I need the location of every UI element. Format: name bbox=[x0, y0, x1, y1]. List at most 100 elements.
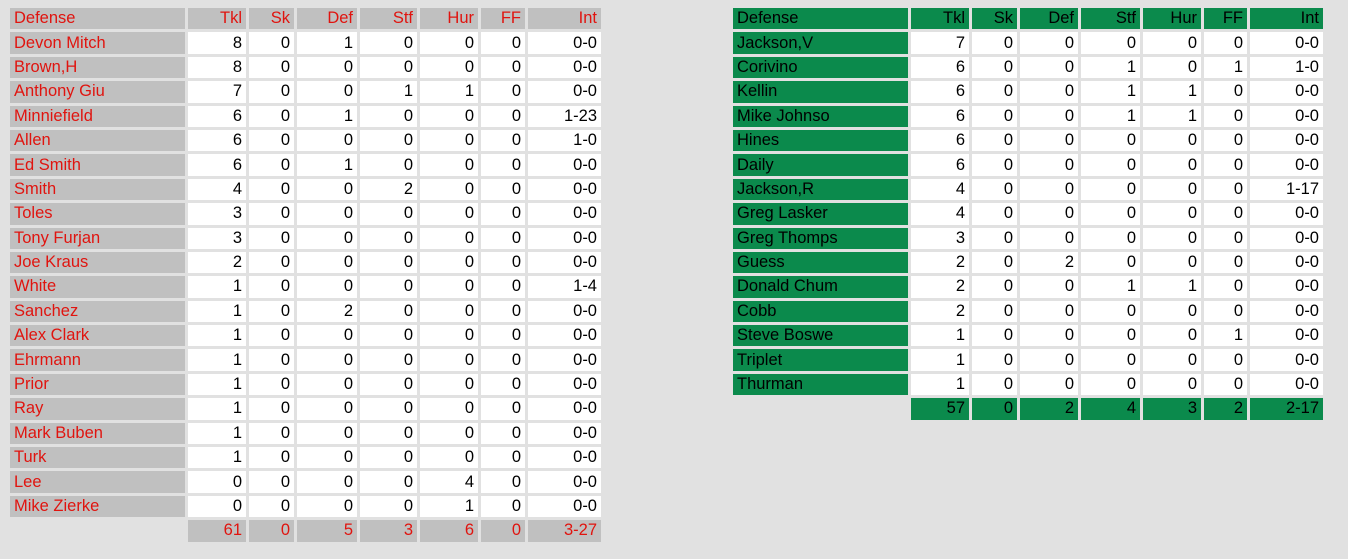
player-row: Sanchez 1 0 2 0 0 0 0-0 bbox=[10, 300, 601, 323]
stat-int: 0-0 bbox=[528, 398, 601, 420]
player-name: Joe Kraus bbox=[10, 251, 185, 274]
stat-ff: 1 bbox=[1204, 56, 1247, 79]
stat-sk: 0 bbox=[249, 227, 294, 249]
player-name: Devon Mitch bbox=[10, 32, 185, 54]
player-name: Corivino bbox=[733, 56, 908, 79]
stat-stf: 0 bbox=[360, 56, 417, 79]
column-header-ff: FF bbox=[481, 8, 525, 30]
stat-ff: 0 bbox=[481, 56, 525, 79]
stat-tkl: 1 bbox=[188, 422, 246, 445]
stat-int: 0-0 bbox=[1250, 251, 1323, 274]
total-ff: 0 bbox=[481, 520, 525, 542]
stat-hur: 0 bbox=[1143, 154, 1201, 176]
stat-int: 0-0 bbox=[528, 447, 601, 469]
player-row: Steve Boswe 1 0 0 0 0 1 0-0 bbox=[733, 325, 1323, 347]
player-name: White bbox=[10, 276, 185, 298]
stat-def: 0 bbox=[297, 325, 357, 347]
stat-tkl: 1 bbox=[188, 349, 246, 371]
player-name: Turk bbox=[10, 447, 185, 469]
stat-int: 1-0 bbox=[528, 129, 601, 152]
player-name: Brown,H bbox=[10, 56, 185, 79]
stat-stf: 0 bbox=[360, 300, 417, 323]
stat-tkl: 2 bbox=[911, 300, 969, 323]
stat-hur: 1 bbox=[1143, 81, 1201, 103]
player-row: Anthony Giu 7 0 0 1 1 0 0-0 bbox=[10, 81, 601, 103]
stat-stf: 0 bbox=[1081, 325, 1140, 347]
stat-ff: 0 bbox=[1204, 81, 1247, 103]
stat-sk: 0 bbox=[972, 300, 1017, 323]
stat-stf: 0 bbox=[1081, 203, 1140, 225]
player-row: Joe Kraus 2 0 0 0 0 0 0-0 bbox=[10, 251, 601, 274]
stat-ff: 0 bbox=[481, 276, 525, 298]
stat-def: 0 bbox=[297, 203, 357, 225]
stat-def: 0 bbox=[1020, 276, 1078, 298]
stat-hur: 0 bbox=[420, 178, 478, 201]
stat-def: 0 bbox=[297, 447, 357, 469]
stat-hur: 0 bbox=[420, 56, 478, 79]
total-def: 2 bbox=[1020, 398, 1078, 420]
stat-hur: 4 bbox=[420, 471, 478, 493]
stat-sk: 0 bbox=[972, 349, 1017, 371]
stat-sk: 0 bbox=[249, 349, 294, 371]
stat-stf: 0 bbox=[360, 251, 417, 274]
stat-def: 0 bbox=[297, 398, 357, 420]
stat-tkl: 3 bbox=[188, 203, 246, 225]
stat-int: 0-0 bbox=[528, 32, 601, 54]
player-row: Daily 6 0 0 0 0 0 0-0 bbox=[733, 154, 1323, 176]
stat-ff: 0 bbox=[481, 251, 525, 274]
player-name: Allen bbox=[10, 129, 185, 152]
player-name: Steve Boswe bbox=[733, 325, 908, 347]
column-header-sk: Sk bbox=[972, 8, 1017, 30]
stat-sk: 0 bbox=[249, 447, 294, 469]
stat-hur: 1 bbox=[1143, 105, 1201, 127]
column-header-tkl: Tkl bbox=[188, 8, 246, 30]
player-name: Alex Clark bbox=[10, 325, 185, 347]
stat-stf: 0 bbox=[360, 398, 417, 420]
total-tkl: 61 bbox=[188, 520, 246, 542]
stat-def: 1 bbox=[297, 32, 357, 54]
player-row: Cobb 2 0 0 0 0 0 0-0 bbox=[733, 300, 1323, 323]
stat-ff: 0 bbox=[481, 178, 525, 201]
stat-def: 0 bbox=[297, 56, 357, 79]
column-header-hur: Hur bbox=[1143, 8, 1201, 30]
stat-stf: 0 bbox=[1081, 349, 1140, 371]
stat-sk: 0 bbox=[249, 203, 294, 225]
player-name: Donald Chum bbox=[733, 276, 908, 298]
stat-int: 0-0 bbox=[1250, 349, 1323, 371]
stat-def: 1 bbox=[297, 105, 357, 127]
player-row: Devon Mitch 8 0 1 0 0 0 0-0 bbox=[10, 32, 601, 54]
away-defense-table: Defense Tkl Sk Def Stf Hur FF Int Jackson,V 7 0 0 0 0… bbox=[730, 5, 1326, 423]
stat-def: 0 bbox=[297, 373, 357, 396]
stat-stf: 0 bbox=[360, 32, 417, 54]
player-row: Ray 1 0 0 0 0 0 0-0 bbox=[10, 398, 601, 420]
stat-stf: 0 bbox=[1081, 178, 1140, 201]
stat-tkl: 3 bbox=[911, 227, 969, 249]
stat-ff: 0 bbox=[1204, 349, 1247, 371]
player-row: Mark Buben 1 0 0 0 0 0 0-0 bbox=[10, 422, 601, 445]
stat-stf: 0 bbox=[360, 129, 417, 152]
player-name: Smith bbox=[10, 178, 185, 201]
player-row: Allen 6 0 0 0 0 0 1-0 bbox=[10, 129, 601, 152]
column-header-defense: Defense bbox=[10, 8, 185, 30]
player-row: Tony Furjan 3 0 0 0 0 0 0-0 bbox=[10, 227, 601, 249]
column-header-def: Def bbox=[1020, 8, 1078, 30]
stat-int: 0-0 bbox=[1250, 105, 1323, 127]
stat-sk: 0 bbox=[249, 105, 294, 127]
stat-stf: 2 bbox=[360, 178, 417, 201]
player-row: Donald Chum 2 0 0 1 1 0 0-0 bbox=[733, 276, 1323, 298]
stat-def: 0 bbox=[297, 422, 357, 445]
stat-sk: 0 bbox=[972, 56, 1017, 79]
stat-tkl: 8 bbox=[188, 56, 246, 79]
player-name: Lee bbox=[10, 471, 185, 493]
stat-int: 0-0 bbox=[1250, 81, 1323, 103]
stat-sk: 0 bbox=[249, 251, 294, 274]
stat-int: 0-0 bbox=[1250, 203, 1323, 225]
stat-tkl: 0 bbox=[188, 495, 246, 518]
stat-tkl: 2 bbox=[911, 251, 969, 274]
stat-hur: 0 bbox=[1143, 178, 1201, 201]
stat-hur: 1 bbox=[1143, 276, 1201, 298]
stat-tkl: 6 bbox=[911, 56, 969, 79]
totals-spacer bbox=[10, 520, 185, 541]
stat-hur: 0 bbox=[420, 154, 478, 176]
stat-ff: 0 bbox=[481, 447, 525, 469]
